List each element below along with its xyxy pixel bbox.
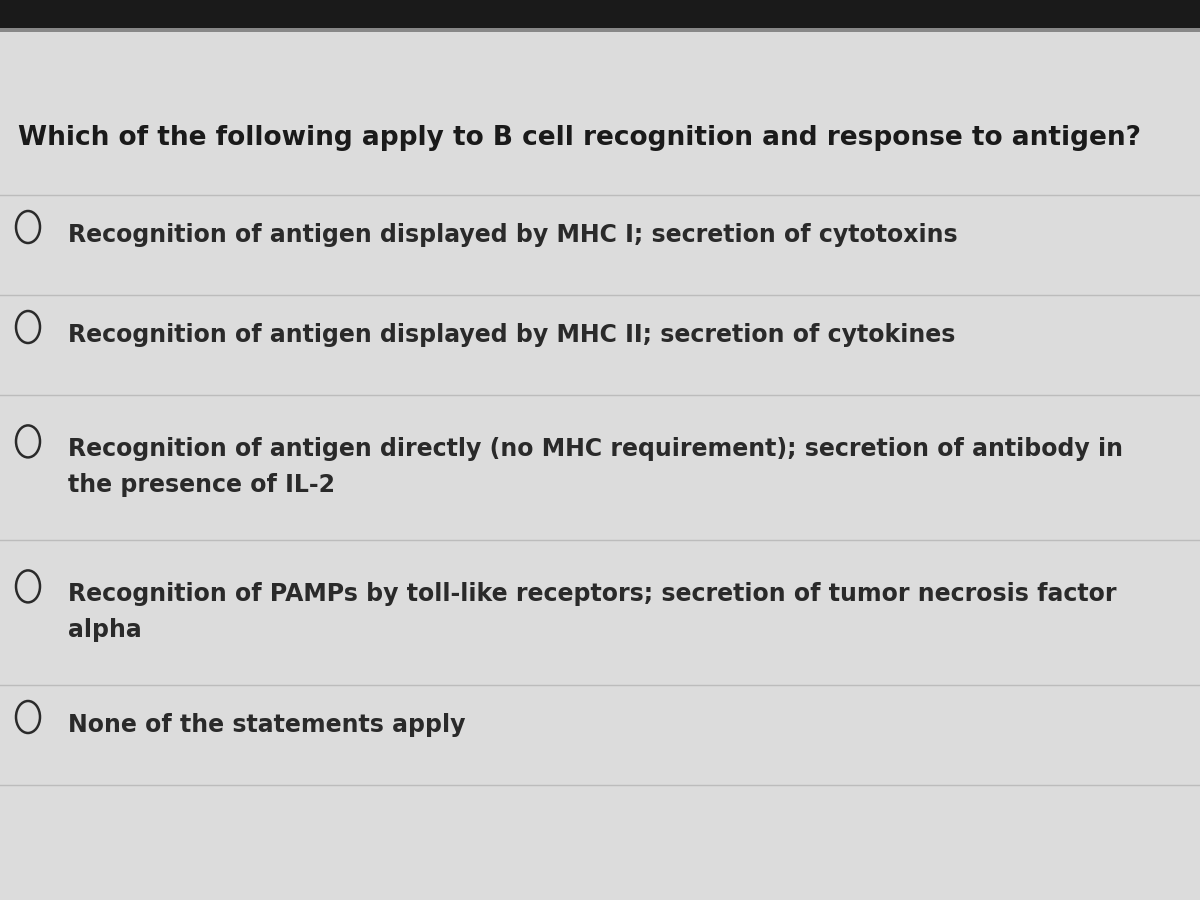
- Text: Which of the following apply to B cell recognition and response to antigen?: Which of the following apply to B cell r…: [18, 125, 1141, 151]
- Text: None of the statements apply: None of the statements apply: [68, 713, 466, 737]
- Text: Recognition of antigen displayed by MHC II; secretion of cytokines: Recognition of antigen displayed by MHC …: [68, 323, 955, 347]
- Text: Recognition of PAMPs by toll-like receptors; secretion of tumor necrosis factor
: Recognition of PAMPs by toll-like recept…: [68, 582, 1116, 642]
- Text: Recognition of antigen directly (no MHC requirement); secretion of antibody in
t: Recognition of antigen directly (no MHC …: [68, 437, 1123, 497]
- Bar: [0, 28, 1200, 32]
- Bar: [0, 0, 1200, 28]
- Text: Recognition of antigen displayed by MHC I; secretion of cytotoxins: Recognition of antigen displayed by MHC …: [68, 223, 958, 247]
